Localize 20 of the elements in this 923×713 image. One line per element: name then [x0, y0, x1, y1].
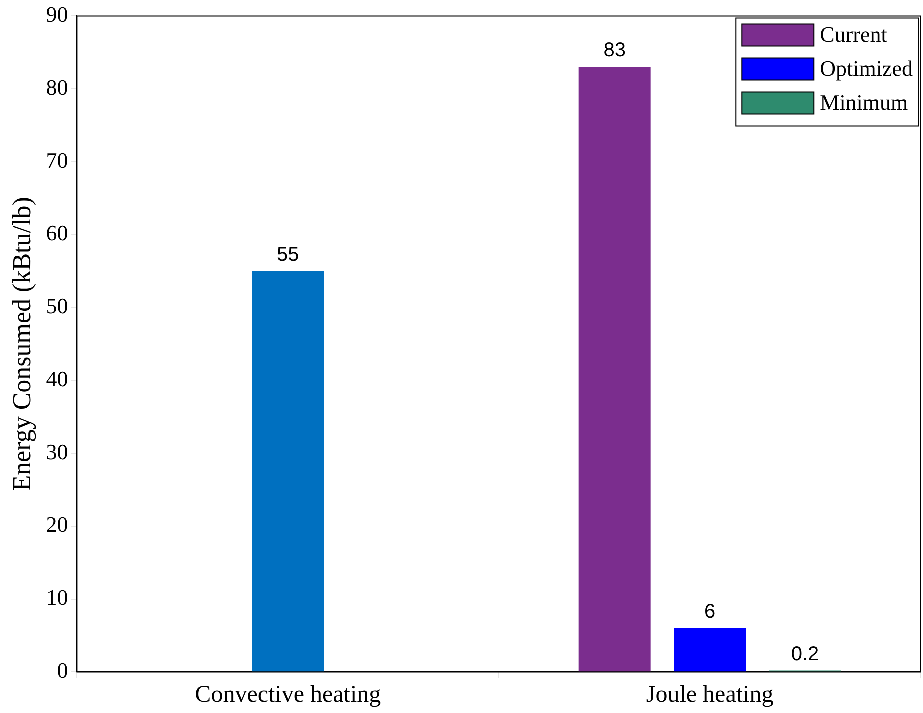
- y-tick-label: 50: [46, 294, 68, 319]
- y-tick-label: 40: [46, 366, 68, 392]
- y-tick-label: 10: [46, 585, 68, 610]
- x-tick-label: Joule heating: [646, 682, 774, 708]
- y-tick-label: 90: [46, 2, 68, 27]
- y-tick-label: 20: [46, 512, 68, 538]
- legend-label: Optimized: [820, 56, 914, 81]
- x-tick-label: Convective heating: [195, 682, 382, 708]
- y-tick-label: 80: [46, 74, 68, 100]
- y-tick-label: 70: [46, 148, 68, 173]
- y-tick-label: 30: [46, 439, 68, 464]
- legend-label: Current: [820, 22, 888, 47]
- data-label: 55: [277, 244, 300, 266]
- legend-label: Minimum: [820, 90, 908, 115]
- data-label: 0.2: [791, 643, 820, 666]
- y-tick-label: 60: [46, 220, 68, 246]
- data-label: 83: [604, 40, 626, 62]
- y-axis-title: Energy Consumed (kBtu/lb): [7, 197, 36, 492]
- data-label: 6: [704, 600, 716, 623]
- y-tick-label: 0: [57, 658, 68, 683]
